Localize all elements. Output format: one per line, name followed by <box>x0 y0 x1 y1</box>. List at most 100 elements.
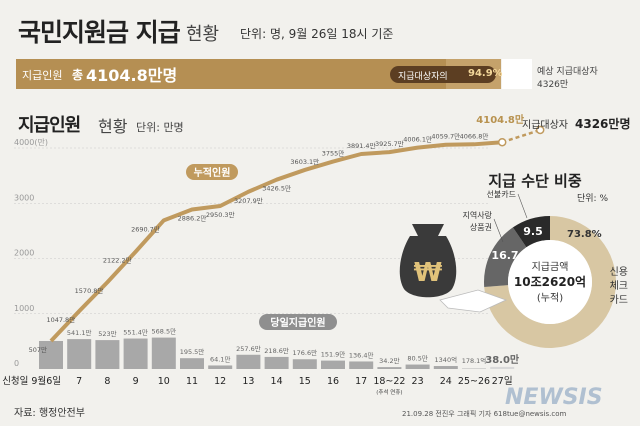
daily-bar <box>405 364 430 369</box>
daily-bar <box>180 358 204 369</box>
y-tick-label: 0 <box>14 359 19 368</box>
summary-paid-bar <box>16 59 446 89</box>
target-callout-value: 4326만명 <box>575 116 630 131</box>
y-tick-label: 1000 <box>14 304 34 313</box>
target-projection-line <box>501 128 541 144</box>
x-tick-label: 9 <box>133 376 139 387</box>
cumulative-point-label: 4066.8만 <box>460 131 489 140</box>
cumulative-point-label: 3603.1만 <box>290 157 319 166</box>
donut-category-label: 선불카드 <box>487 189 516 199</box>
chart-subtitle: 현황 <box>98 117 128 136</box>
cumulative-point-label: 3925.7만 <box>375 139 404 148</box>
donut-category-label: 체크 <box>610 280 628 292</box>
cumulative-point-label: 2950.3만 <box>206 210 235 219</box>
daily-bar <box>490 366 515 369</box>
daily-bar <box>292 359 317 369</box>
daily-bar <box>95 340 120 369</box>
x-tick-label: 17 <box>355 376 367 387</box>
daily-bar-label: 551.4만 <box>123 328 148 337</box>
donut-value-label: 9.5 <box>523 225 543 238</box>
page-title: 국민지원금 지급 <box>18 18 181 47</box>
daily-bar-label: 1340억 <box>435 356 458 364</box>
watermark: NEWSIS <box>505 385 603 410</box>
daily-bar-label: 218.6만 <box>264 346 289 355</box>
source-note: 자료: 행정안전부 <box>14 408 85 419</box>
x-tick-label: 13 <box>242 376 254 387</box>
x-tick-label: 14 <box>271 376 283 387</box>
donut-leader-line <box>517 193 528 219</box>
cumulative-point-label: 507만 <box>29 345 47 354</box>
won-sign-icon: ₩ <box>414 258 443 288</box>
page-subtitle: 현황 <box>186 24 220 45</box>
daily-bar <box>151 337 176 369</box>
daily-bar-label: 80.5만 <box>407 354 427 363</box>
x-tick-label: 11 <box>186 376 198 387</box>
ratio-label: 지급대상자의 <box>398 72 448 82</box>
cumulative-point-label: 2886.2만 <box>178 214 207 223</box>
daily-bar-label: 176.6만 <box>293 348 318 357</box>
x-tick-label: 18~22 <box>373 376 405 387</box>
daily-bar-label: 523만 <box>98 329 116 338</box>
target-point <box>535 125 545 135</box>
unit-note: 단위: 명, 9월 26일 18시 기준 <box>240 27 394 41</box>
x-tick-label: 16 <box>327 376 339 387</box>
cumulative-legend-label: 누적인원 <box>194 166 231 179</box>
donut-value-label: 73.8% <box>567 229 602 240</box>
x-tick-label: 신청일 9월6일 <box>2 375 61 387</box>
donut-title: 지급 수단 비중 <box>488 172 581 190</box>
daily-bar-label: 38.0만 <box>485 353 520 366</box>
donut-center-label: 지급금액 <box>532 261 569 273</box>
daily-bar <box>377 367 402 369</box>
x-tick-label: 25~26 <box>458 376 490 387</box>
cumulative-point-label: 1570.8만 <box>75 286 104 295</box>
daily-bar-label: 64.1만 <box>210 354 230 363</box>
donut-category-label: 신용 <box>610 266 628 278</box>
hand-icon <box>439 289 508 313</box>
target-callout-label: 지급대상자 <box>522 119 568 131</box>
x-tick-label: 27일 <box>492 376 513 387</box>
daily-legend-pill <box>259 314 337 330</box>
money-bag-neck-icon <box>412 224 444 236</box>
cumulative-line <box>49 140 503 343</box>
x-tick-label: 7 <box>76 376 82 387</box>
cumulative-point-label: 4059.7만 <box>431 132 460 141</box>
cumulative-point-label: 2122.2만 <box>103 256 132 265</box>
daily-bar-label: 568.5만 <box>152 327 177 336</box>
daily-bar-label: 178.1억 <box>462 357 487 365</box>
daily-bar-label: 195.5만 <box>180 347 205 356</box>
donut-category-label: 상품권 <box>470 222 492 232</box>
target-label: 예상 지급대상자 <box>537 67 598 77</box>
donut-center-value: 10조2620억 <box>514 275 586 289</box>
daily-bar <box>433 366 458 369</box>
cumulative-point-label: 1047.8만 <box>46 315 75 324</box>
daily-legend-label: 당일지급인원 <box>270 316 325 329</box>
x-tick-label: 23 <box>412 376 424 387</box>
chart-unit: 단위: 만명 <box>136 121 184 134</box>
donut-category-label: 지역사랑 <box>463 210 493 220</box>
summary-total-prefix: 총 <box>72 68 84 82</box>
donut-hole <box>508 240 592 324</box>
donut-value-label: 16.7 <box>491 249 518 262</box>
target-legend-swatch <box>502 59 532 89</box>
summary-label: 지급인원 <box>22 69 63 82</box>
ratio-value: 94.9% <box>468 68 503 79</box>
cumulative-point-label: 3426.5만 <box>262 184 291 193</box>
x-tick-label: 8 <box>104 376 110 387</box>
daily-bar-label: 151.9만 <box>321 350 346 359</box>
x-tick-note: (추석 연휴) <box>376 388 402 396</box>
cumulative-point-label: 3207.9만 <box>234 196 263 205</box>
daily-bar <box>264 356 289 369</box>
donut-segment <box>484 216 616 349</box>
y-tick-label: 2000 <box>14 249 34 258</box>
daily-bar-label: 34.2만 <box>379 356 399 365</box>
x-tick-label: 15 <box>299 376 311 387</box>
donut-category-label: 카드 <box>610 294 628 306</box>
donut-segment <box>512 216 550 248</box>
daily-bar-label: 257.6만 <box>236 344 261 353</box>
cumulative-point-label: 3755만 <box>322 149 345 158</box>
daily-bar <box>123 338 148 369</box>
daily-bar <box>321 360 345 369</box>
donut-segment <box>484 227 527 287</box>
daily-bar <box>39 340 63 369</box>
